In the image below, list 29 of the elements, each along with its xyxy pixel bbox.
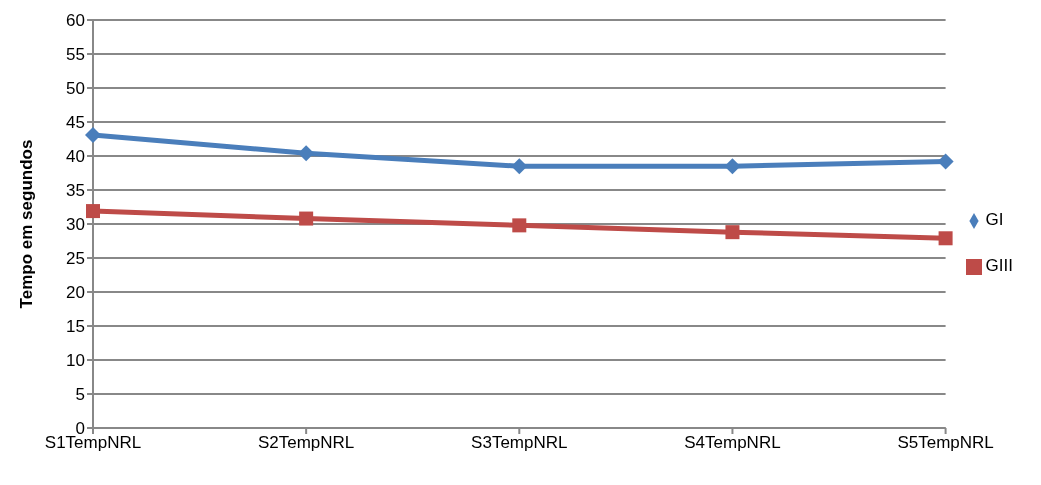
point (298, 145, 315, 162)
y-tick-label: 30 (66, 215, 85, 235)
x-tick-label: S4TempNRL (684, 433, 781, 453)
point (86, 204, 100, 219)
y-tick-label: 45 (66, 113, 85, 133)
x-tick-label: S5TempNRL (897, 433, 994, 453)
point (511, 158, 528, 175)
point (724, 158, 741, 175)
point (299, 211, 314, 226)
y-tick-label: 55 (66, 45, 85, 65)
x-tick-label: S2TempNRL (257, 433, 355, 453)
point (938, 231, 953, 246)
y-tick-label: 20 (66, 283, 85, 303)
y-tick-label: 35 (66, 181, 85, 201)
point (85, 126, 101, 143)
y-tick-label: 5 (75, 385, 85, 405)
legend-label: GIII (985, 256, 1013, 275)
y-tick-label: 25 (66, 249, 85, 269)
x-tick-label: S3TempNRL (471, 433, 568, 453)
y-tick-label: 40 (66, 147, 85, 167)
y-tick-label: 60 (66, 11, 85, 31)
y-axis-title: Tempo em segundos (17, 139, 37, 309)
y-tick-label: 50 (66, 79, 85, 99)
point (937, 153, 954, 170)
point (725, 225, 740, 240)
legend-label: GI (985, 210, 1004, 229)
point (512, 218, 527, 233)
y-tick-label: 10 (66, 351, 85, 371)
y-tick-label: 15 (66, 317, 85, 337)
